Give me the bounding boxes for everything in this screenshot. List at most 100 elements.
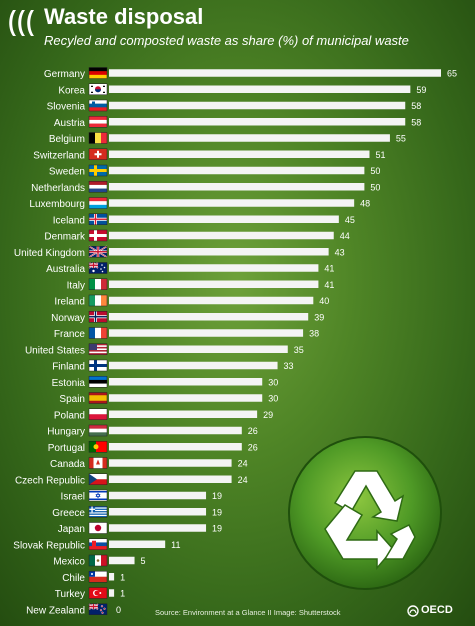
korea-flag-icon (88, 83, 108, 95)
bar-finland (109, 361, 278, 370)
germany-flag-icon (88, 67, 108, 79)
bar-united-states (109, 345, 288, 353)
bar-canada (109, 459, 232, 467)
category-label-estonia: Estonia (52, 378, 86, 389)
category-label-norway: Norway (51, 313, 85, 324)
new-zealand-flag-icon (88, 603, 108, 615)
category-label-slovak-republic: Slovak Republic (13, 540, 85, 551)
value-label-czech-republic: 24 (238, 475, 248, 485)
value-label-hungary: 26 (248, 426, 258, 436)
category-label-finland: Finland (52, 362, 85, 373)
value-label-norway: 39 (314, 312, 324, 322)
bar-germany (109, 69, 441, 77)
netherlands-flag-icon (88, 181, 108, 193)
chile-flag-icon (88, 571, 108, 583)
value-label-korea: 59 (416, 85, 426, 95)
bar-norway (109, 313, 309, 321)
value-label-canada: 24 (238, 459, 248, 469)
bar-austria (109, 118, 406, 126)
slovak-republic-flag-icon (88, 538, 108, 550)
estonia-flag-icon (88, 376, 108, 388)
value-label-ireland: 40 (319, 296, 329, 306)
value-label-greece: 19 (212, 507, 222, 517)
category-label-netherlands: Netherlands (31, 183, 85, 194)
category-label-united-states: United States (25, 345, 85, 356)
value-label-turkey: 1 (120, 589, 125, 599)
bar-japan (109, 524, 207, 532)
value-label-italy: 41 (324, 280, 334, 290)
bar-ireland (109, 296, 314, 305)
france-flag-icon (88, 327, 108, 339)
category-label-hungary: Hungary (47, 427, 85, 438)
value-label-denmark: 44 (340, 231, 350, 241)
portugal-flag-icon (88, 441, 108, 453)
switzerland-flag-icon (88, 148, 108, 160)
bar-united-kingdom (109, 248, 329, 256)
value-label-portugal: 26 (248, 442, 258, 452)
category-label-denmark: Denmark (44, 232, 86, 243)
iceland-flag-icon (88, 213, 108, 225)
austria-flag-icon (88, 116, 108, 128)
recycle-icon (288, 436, 442, 590)
oecd-logo-icon (407, 605, 419, 617)
category-label-turkey: Turkey (55, 589, 85, 600)
value-label-netherlands: 50 (370, 182, 380, 192)
sweden-flag-icon (88, 164, 108, 177)
bar-sweden (109, 166, 365, 175)
value-label-iceland: 45 (345, 215, 355, 225)
bar-slovak-republic (109, 540, 166, 548)
mexico-flag-icon (88, 554, 108, 567)
category-label-slovenia: Slovenia (47, 102, 86, 113)
japan-flag-icon (88, 522, 108, 534)
category-label-mexico: Mexico (53, 557, 85, 568)
bar-turkey (109, 589, 115, 597)
canada-flag-icon (88, 457, 108, 469)
bar-italy (109, 280, 319, 288)
value-label-belgium: 55 (396, 134, 406, 144)
value-label-chile: 1 (120, 572, 125, 582)
turkey-flag-icon (88, 587, 108, 599)
value-label-germany: 65 (447, 69, 457, 79)
chart-subtitle: Recyled and composted waste as share (%)… (44, 33, 409, 48)
source-note: Source: Environment at a Glance II Image… (155, 608, 341, 617)
slovenia-flag-icon (88, 99, 108, 112)
bar-greece (109, 508, 207, 516)
value-label-australia: 41 (324, 264, 334, 274)
hungary-flag-icon (88, 424, 108, 437)
value-label-israel: 19 (212, 491, 222, 501)
bar-denmark (109, 231, 334, 240)
italy-flag-icon (88, 278, 108, 290)
category-label-ireland: Ireland (54, 297, 85, 308)
bar-korea (109, 85, 411, 93)
category-label-germany: Germany (44, 69, 85, 80)
category-label-switzerland: Switzerland (33, 150, 85, 161)
category-label-italy: Italy (67, 280, 85, 291)
denmark-flag-icon (88, 229, 108, 242)
category-label-united-kingdom: United Kingdom (14, 248, 85, 259)
value-label-united-kingdom: 43 (335, 247, 345, 257)
oecd-stripes-logo (9, 10, 34, 36)
category-label-sweden: Sweden (49, 167, 85, 178)
bar-netherlands (109, 183, 365, 191)
bar-spain (109, 394, 263, 402)
bar-poland (109, 410, 258, 418)
value-label-france: 38 (309, 329, 319, 339)
category-label-france: France (54, 329, 86, 340)
value-label-switzerland: 51 (375, 150, 385, 160)
category-label-poland: Poland (54, 410, 85, 421)
poland-flag-icon (88, 408, 108, 420)
value-label-sweden: 50 (370, 166, 380, 176)
value-label-japan: 19 (212, 524, 222, 534)
category-label-israel: Israel (61, 492, 85, 503)
category-label-new-zealand: New Zealand (26, 605, 85, 616)
value-label-new-zealand: 0 (116, 605, 121, 615)
category-label-luxembourg: Luxembourg (29, 199, 85, 210)
value-label-austria: 58 (411, 117, 421, 127)
bar-israel (109, 491, 207, 500)
bar-chile (109, 573, 115, 581)
bar-switzerland (109, 150, 370, 158)
bar-slovenia (109, 101, 406, 110)
category-label-belgium: Belgium (49, 134, 85, 145)
bar-estonia (109, 378, 263, 386)
category-label-korea: Korea (58, 85, 85, 96)
